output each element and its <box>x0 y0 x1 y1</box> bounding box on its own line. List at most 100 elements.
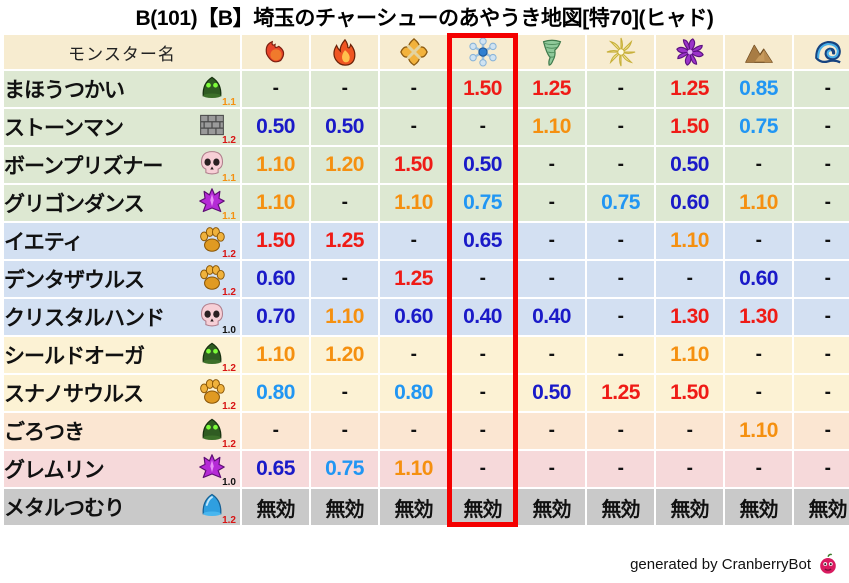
monster-name-cell[interactable]: スナノサウルス 1.2 <box>4 375 240 412</box>
resistance-value-cell: - <box>587 223 654 259</box>
resistance-value-cell: - <box>311 71 378 107</box>
resistance-value-cell: - <box>518 413 585 449</box>
resistance-value-cell: - <box>587 299 654 335</box>
resistance-value-cell: 1.25 <box>311 223 378 259</box>
page-title: B(101)【B】埼玉のチャーシューのあやうき地図[特70](ヒャド) <box>135 7 714 30</box>
resistance-value-cell: - <box>587 261 654 297</box>
column-header-mera-fireball[interactable] <box>242 35 309 69</box>
table-row[interactable]: グリゴンダンス 1.1 1.10-1.10 0.75-0.75 0.60 1.10- <box>4 185 849 222</box>
resistance-value-cell: 無効 <box>587 489 654 525</box>
monster-name-cell[interactable]: イエティ 1.2 <box>4 223 240 260</box>
monster-family-badge: 1.2 <box>196 223 236 260</box>
monster-name-cell[interactable]: クリスタルハンド 1.0 <box>4 299 240 336</box>
resistance-value-cell: 無効 <box>518 489 585 525</box>
resistance-value-cell: - <box>518 185 585 221</box>
table-row[interactable]: シールドオーガ 1.2 1.10 1.20- - - -1.10- - <box>4 337 849 374</box>
column-header-hyado-snowflake[interactable] <box>449 35 516 69</box>
resistance-value-cell: - <box>311 375 378 411</box>
table-row[interactable]: グレムリン 1.0 0.65 0.75 1.10- - - - - - <box>4 451 849 488</box>
resistance-value-cell: 1.10 <box>242 185 309 221</box>
resistance-value-cell: - <box>449 451 516 487</box>
column-header-bagi-tornado[interactable] <box>518 35 585 69</box>
resistance-value-cell: 無効 <box>311 489 378 525</box>
resistance-value-cell: - <box>380 413 447 449</box>
resistance-value-cell: 0.75 <box>449 185 516 221</box>
resistance-value-cell: - <box>587 71 654 107</box>
resistance-value-cell: - <box>311 261 378 297</box>
resistance-value-cell: - <box>518 261 585 297</box>
monster-name-cell[interactable]: ストーンマン 1.2 <box>4 109 240 146</box>
resistance-table-wrapper: モンスター名 まほうつかい 1.1- - -1.50 1.25-1.25 0.85- ストー… <box>2 33 849 527</box>
table-row[interactable]: ボーンプリズナー 1.1 1.10 1.20 1.50 0.50- -0.50- - <box>4 147 849 184</box>
resistance-value-cell: 無効 <box>380 489 447 525</box>
resistance-value-cell: 1.50 <box>656 375 723 411</box>
table-row[interactable]: ごろつき 1.2- - - - - - -1.10- <box>4 413 849 450</box>
monster-version-label: 1.2 <box>222 135 236 146</box>
column-header-jibaria-mountain[interactable] <box>725 35 792 69</box>
monster-name-cell[interactable]: ごろつき 1.2 <box>4 413 240 450</box>
resistance-value-cell: - <box>725 451 792 487</box>
resistance-value-cell: 1.10 <box>242 147 309 183</box>
monster-family-badge: 1.2 <box>196 261 236 298</box>
bagi-tornado-icon <box>518 37 585 67</box>
resistance-value-cell: - <box>794 337 849 373</box>
hyado-snowflake-icon <box>449 37 516 67</box>
table-row[interactable]: スナノサウルス 1.2 0.80-0.80-0.50 1.25 1.50- - <box>4 375 849 412</box>
column-header-io-burst[interactable] <box>380 35 447 69</box>
monster-family-badge: 1.1 <box>196 71 236 108</box>
table-row[interactable]: まほうつかい 1.1- - -1.50 1.25-1.25 0.85- <box>4 71 849 108</box>
monster-family-badge: 1.1 <box>196 185 236 222</box>
table-row[interactable]: デンタザウルス 1.2 0.60-1.25- - - -0.60- <box>4 261 849 298</box>
resistance-value-cell: 0.60 <box>725 261 792 297</box>
table-row[interactable]: イエティ 1.2 1.50 1.25-0.65- -1.10- - <box>4 223 849 260</box>
resistance-value-cell: - <box>449 413 516 449</box>
column-header-monster-name: モンスター名 <box>4 35 240 69</box>
table-row[interactable]: ストーンマン 1.2 0.50 0.50- -1.10-1.50 0.75- <box>4 109 849 146</box>
column-header-doruma-pinwheel[interactable] <box>656 35 723 69</box>
monster-family-badge: 1.2 <box>196 337 236 374</box>
resistance-value-cell: 0.50 <box>449 147 516 183</box>
resistance-value-cell: - <box>725 375 792 411</box>
resistance-value-cell: - <box>656 413 723 449</box>
monster-version-label: 1.0 <box>222 325 236 336</box>
monster-name-cell[interactable]: グリゴンダンス 1.1 <box>4 185 240 222</box>
resistance-value-cell: 0.80 <box>242 375 309 411</box>
monster-version-label: 1.2 <box>222 401 236 412</box>
resistance-value-cell: - <box>794 147 849 183</box>
resistance-value-cell: - <box>794 223 849 259</box>
resistance-value-cell: 1.25 <box>518 71 585 107</box>
monster-name-cell[interactable]: グレムリン 1.0 <box>4 451 240 488</box>
monster-name-cell[interactable]: まほうつかい 1.1 <box>4 71 240 108</box>
resistance-value-cell: 0.40 <box>449 299 516 335</box>
monster-name-label: グレムリン <box>4 459 105 482</box>
resistance-value-cell: 無効 <box>242 489 309 525</box>
resistance-value-cell: 1.25 <box>587 375 654 411</box>
resistance-value-cell: - <box>794 299 849 335</box>
resistance-value-cell: 0.85 <box>725 71 792 107</box>
monster-name-label: スナノサウルス <box>4 383 144 406</box>
monster-name-cell[interactable]: シールドオーガ 1.2 <box>4 337 240 374</box>
resistance-value-cell: - <box>794 185 849 221</box>
resistance-value-cell: - <box>518 147 585 183</box>
monster-version-label: 1.2 <box>222 439 236 450</box>
resistance-value-cell: - <box>449 261 516 297</box>
monster-family-badge: 1.2 <box>196 109 236 146</box>
column-header-dorugon-wave[interactable] <box>794 35 849 69</box>
resistance-value-cell: - <box>587 451 654 487</box>
table-row[interactable]: クリスタルハンド 1.0 0.70 1.10 0.60 0.40 0.40-1.30 1.30… <box>4 299 849 336</box>
monster-name-cell[interactable]: メタルつむり 1.2 <box>4 489 240 526</box>
table-row[interactable]: メタルつむり 1.2 無効 無効 無効 無効 無効 無効 無効 無効 無効 <box>4 489 849 526</box>
monster-family-badge: 1.2 <box>196 489 236 526</box>
resistance-value-cell: - <box>449 109 516 145</box>
column-header-gira-flame[interactable] <box>311 35 378 69</box>
monster-name-label: イエティ <box>4 231 84 254</box>
monster-name-cell[interactable]: デンタザウルス 1.2 <box>4 261 240 298</box>
footer-text: generated by CranberryBot <box>630 555 811 573</box>
monster-name-cell[interactable]: ボーンプリズナー 1.1 <box>4 147 240 184</box>
footer-credit: generated by CranberryBot <box>630 553 839 575</box>
column-header-dein-star[interactable] <box>587 35 654 69</box>
jibaria-mountain-icon <box>725 37 792 67</box>
resistance-value-cell: 0.65 <box>449 223 516 259</box>
resistance-value-cell: 0.75 <box>725 109 792 145</box>
resistance-value-cell: 0.50 <box>656 147 723 183</box>
